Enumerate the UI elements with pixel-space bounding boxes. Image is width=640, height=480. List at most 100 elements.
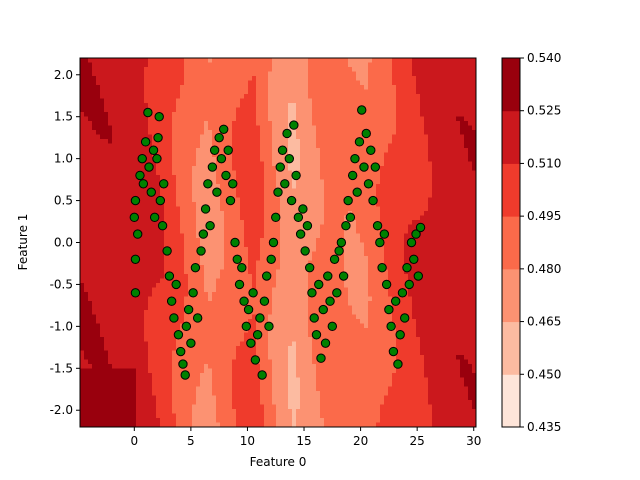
contour-cell [96,62,101,68]
contour-cell [300,157,305,163]
contour-cell [248,296,253,302]
contour-cell [252,179,257,185]
contour-cell [200,184,205,190]
contour-cell [112,71,117,77]
contour-cell [232,337,237,343]
contour-cell [100,328,105,334]
contour-cell [268,71,273,77]
contour-cell [116,121,121,127]
contour-cell [256,143,261,149]
contour-cell [80,350,85,356]
contour-cell [232,292,237,298]
contour-cell [232,134,237,140]
contour-cell [280,67,285,73]
contour-cell [276,328,281,334]
contour-cell [236,98,241,104]
contour-cell [204,143,209,149]
contour-cell [312,220,317,226]
contour-cell [104,238,109,244]
contour-cell [128,377,133,383]
contour-cell [264,215,269,221]
contour-cell [260,152,265,158]
contour-cell [184,238,189,244]
contour-cell [160,409,165,415]
contour-cell [260,85,265,91]
contour-cell [124,247,129,253]
contour-cell [224,305,229,311]
contour-cell [160,413,165,419]
contour-cell [120,400,125,406]
contour-cell [216,332,221,338]
contour-cell [288,382,293,388]
contour-cell [160,71,165,77]
contour-cell [196,98,201,104]
contour-cell [180,292,185,298]
contour-cell [180,193,185,199]
contour-cell [96,301,101,307]
contour-cell [172,58,177,64]
contour-cell [136,206,141,212]
contour-cell [232,301,237,307]
contour-cell [304,359,309,365]
contour-cell [308,247,313,253]
contour-cell [108,251,113,257]
contour-cell [84,292,89,298]
contour-cell [128,328,133,334]
contour-cell [232,418,237,424]
contour-cell [124,341,129,347]
contour-cell [140,251,145,257]
contour-cell [120,220,125,226]
contour-cell [112,328,117,334]
contour-cell [316,386,321,392]
contour-cell [104,418,109,424]
contour-cell [236,107,241,113]
contour-cell [268,404,273,410]
contour-cell [228,98,233,104]
contour-cell [176,161,181,167]
contour-cell [84,305,89,311]
contour-cell [220,296,225,302]
contour-cell [96,283,101,289]
contour-cell [188,220,193,226]
contour-cell [276,179,281,185]
contour-cell [100,404,105,410]
contour-cell [136,224,141,230]
contour-cell [284,422,289,427]
contour-cell [208,157,213,163]
contour-cell [152,364,157,370]
contour-cell [104,67,109,73]
contour-cell [284,224,289,230]
contour-cell [116,418,121,424]
contour-cell [96,157,101,163]
contour-cell [276,107,281,113]
contour-cell [200,98,205,104]
contour-cell [296,247,301,253]
contour-cell [220,220,225,226]
contour-cell [300,364,305,370]
contour-cell [112,107,117,113]
contour-cell [88,422,93,427]
contour-cell [184,400,189,406]
contour-cell [212,404,217,410]
contour-cell [200,350,205,356]
contour-cell [228,359,233,365]
contour-cell [284,292,289,298]
contour-cell [304,319,309,325]
contour-cell [180,314,185,320]
contour-cell [84,85,89,91]
contour-cell [188,404,193,410]
contour-cell [152,229,157,235]
contour-cell [148,116,153,122]
contour-cell [280,233,285,239]
contour-cell [164,364,169,370]
contour-cell [260,256,265,262]
contour-cell [232,112,237,118]
contour-cell [300,292,305,298]
contour-cell [204,382,209,388]
contour-cell [192,247,197,253]
contour-cell [192,328,197,334]
contour-cell [156,346,161,352]
contour-cell [80,368,85,374]
contour-cell [112,409,117,415]
contour-cell [136,251,141,257]
